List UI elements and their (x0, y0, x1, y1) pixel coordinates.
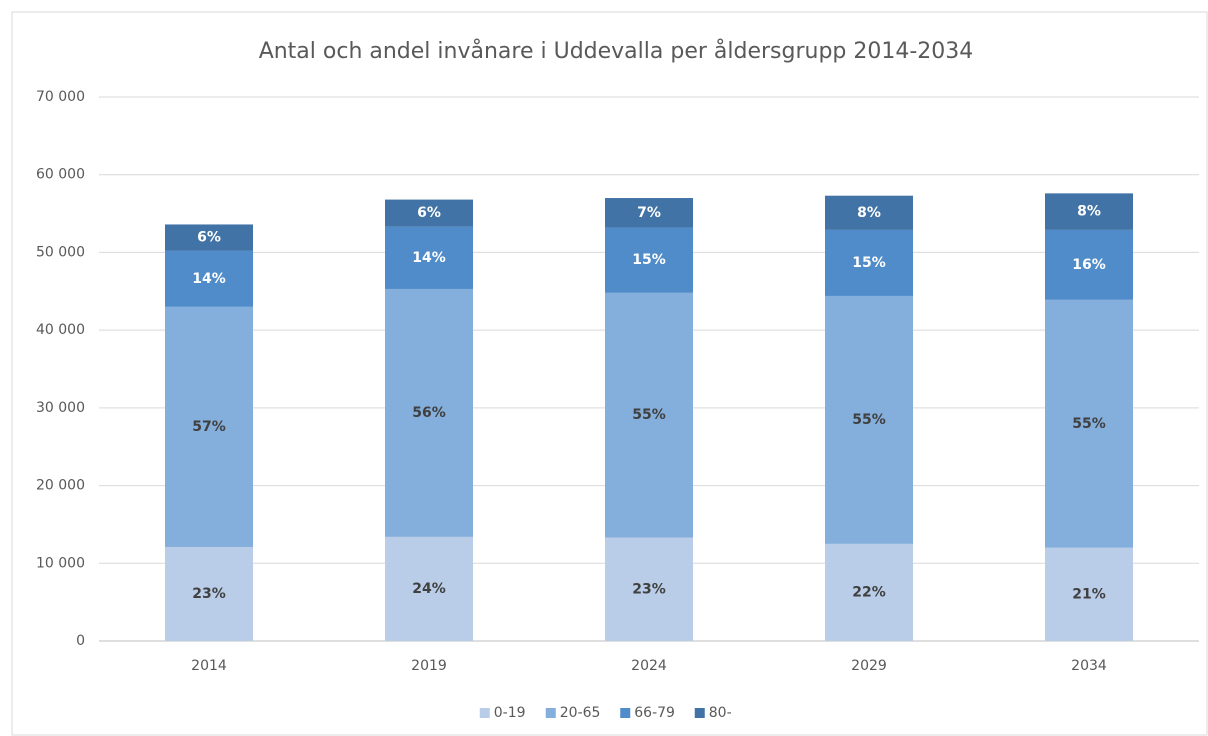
x-tick-label: 2034 (1071, 658, 1107, 674)
y-tick-label: 20 000 (36, 478, 85, 494)
value-label: 23% (632, 581, 666, 597)
value-label: 14% (412, 250, 446, 266)
bar-segment (165, 546, 253, 641)
bar-segment (605, 198, 693, 228)
x-tick-label: 2029 (851, 658, 887, 674)
value-label: 6% (197, 230, 221, 246)
x-tick-label: 2019 (411, 658, 447, 674)
legend-label: 66-79 (634, 705, 675, 721)
value-label: 7% (637, 205, 661, 221)
legend-swatch (545, 708, 556, 718)
bar-segment (825, 229, 913, 296)
value-label: 56% (412, 405, 446, 421)
bar-segment (385, 536, 473, 641)
bar-segment (1045, 547, 1133, 641)
value-label: 21% (1072, 586, 1106, 602)
bar-segment (385, 288, 473, 537)
bar-segment (385, 226, 473, 289)
bar-segment (1045, 193, 1133, 230)
x-tick-label: 2024 (631, 658, 667, 674)
value-label: 8% (1077, 204, 1101, 220)
value-label: 55% (1072, 416, 1106, 432)
legend-label: 20-65 (560, 705, 601, 721)
legend-swatch (694, 708, 705, 718)
y-tick-label: 10 000 (36, 555, 85, 571)
value-label: 16% (1072, 257, 1106, 273)
y-tick-label: 30 000 (36, 400, 85, 416)
value-label: 14% (192, 271, 226, 287)
bar-segment (165, 224, 253, 251)
y-tick-label: 70 000 (36, 89, 85, 105)
legend-label: 80- (709, 705, 732, 721)
y-tick-label: 60 000 (36, 167, 85, 183)
x-tick-label: 2014 (191, 658, 227, 674)
bar-segment (825, 543, 913, 641)
value-label: 24% (412, 581, 446, 597)
bar-segment (165, 306, 253, 547)
bar-segment (165, 250, 253, 307)
bar-segment (605, 292, 693, 538)
y-tick-label: 50 000 (36, 244, 85, 260)
y-tick-label: 40 000 (36, 322, 85, 338)
y-tick-label: 0 (76, 633, 85, 649)
bar-segment (605, 227, 693, 293)
bar-segment (1045, 229, 1133, 300)
bar-segment (1045, 299, 1133, 548)
bar-segment (385, 199, 473, 227)
legend-swatch (620, 708, 631, 718)
value-label: 8% (857, 205, 881, 221)
value-label: 55% (632, 407, 666, 423)
chart-title: Antal och andel invånare i Uddevalla per… (259, 38, 974, 64)
value-label: 6% (417, 205, 441, 221)
value-label: 23% (192, 586, 226, 602)
bar-segment (825, 195, 913, 230)
value-label: 55% (852, 412, 886, 428)
value-label: 57% (192, 419, 226, 435)
bar-segment (825, 295, 913, 544)
value-label: 15% (632, 252, 666, 268)
legend-label: 0-19 (494, 705, 526, 721)
value-label: 15% (852, 255, 886, 271)
value-label: 22% (852, 584, 886, 600)
bar-segment (605, 537, 693, 641)
legend-swatch (479, 708, 490, 718)
